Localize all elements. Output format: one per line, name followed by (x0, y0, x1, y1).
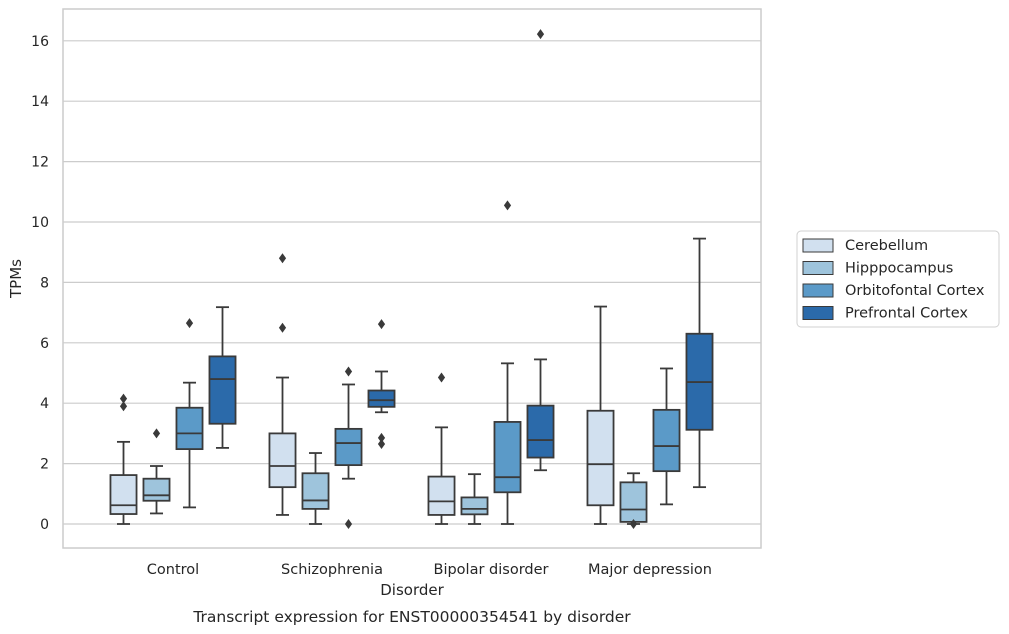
iqr-box (208, 355, 237, 425)
box-hipppocampus-0 (142, 428, 171, 515)
outlier-point (629, 519, 638, 529)
grid-lines (63, 40, 761, 525)
iqr-box (652, 408, 681, 473)
legend: Cerebellum Hipppocampus Orbitofontal Corte… (796, 230, 1000, 328)
y-tick-labels: 0 2 4 6 8 10 12 14 16 (31, 34, 49, 533)
outlier-point (185, 318, 194, 329)
iqr-box (619, 481, 648, 523)
box-prefrontal-cortex-2 (526, 29, 555, 472)
legend-frame (796, 230, 1000, 328)
iqr-box (268, 432, 297, 489)
box-hipppocampus-3 (619, 472, 648, 529)
y-tick-label: 8 (40, 275, 49, 291)
box-prefrontal-cortex-0 (208, 306, 237, 449)
legend-swatch (802, 238, 834, 253)
iqr-box (586, 409, 615, 507)
y-tick-label: 16 (31, 34, 49, 50)
iqr-box (109, 474, 138, 515)
outlier-point (377, 319, 386, 330)
outlier-point (437, 372, 446, 383)
iqr-box (334, 427, 363, 467)
box-orbitofontal-cortex-0 (175, 318, 204, 509)
iqr-box (526, 404, 555, 459)
legend-swatch (802, 261, 834, 275)
legend-label: Orbitofontal Cortex (845, 283, 985, 299)
box-hipppocampus-2 (460, 473, 489, 525)
x-tick-label: Major depression (588, 562, 712, 578)
y-tick-label: 2 (40, 457, 49, 473)
box-orbitofontal-cortex-1 (334, 366, 363, 529)
chart-title: Transcript expression for ENST0000035454… (192, 608, 631, 626)
outlier-point (503, 200, 512, 211)
box-cerebellum-2 (427, 372, 456, 525)
iqr-box (175, 406, 204, 451)
outlier-point (377, 438, 386, 449)
outlier-point (152, 428, 161, 439)
box-cerebellum-3 (586, 305, 615, 525)
outlier-point (377, 432, 386, 443)
box-cerebellum-1 (268, 253, 297, 516)
box-layer (109, 29, 714, 529)
y-tick-label: 4 (40, 396, 49, 412)
x-tick-label: Control (147, 562, 199, 578)
box-orbitofontal-cortex-2 (493, 200, 522, 525)
legend-label: Prefrontal Cortex (845, 306, 968, 322)
outlier-point (278, 253, 287, 264)
plot-frame (62, 8, 762, 549)
x-tick-label: Bipolar disorder (434, 562, 549, 578)
outlier-point (278, 322, 287, 333)
outlier-point (344, 519, 353, 529)
iqr-box (427, 475, 456, 516)
iqr-box (142, 477, 171, 502)
outlier-point (119, 393, 128, 404)
outlier-point (536, 29, 545, 40)
outlier-point (119, 401, 128, 412)
legend-swatch (802, 306, 834, 320)
iqr-box (367, 389, 396, 408)
box-prefrontal-cortex-1 (367, 319, 396, 449)
y-tick-label: 10 (31, 215, 49, 231)
box-cerebellum-0 (109, 393, 138, 525)
y-tick-label: 6 (40, 336, 49, 352)
iqr-box (460, 496, 489, 516)
box-orbitofontal-cortex-3 (652, 367, 681, 506)
x-tick-label: Schizophrenia (281, 562, 383, 578)
iqr-box (301, 472, 330, 510)
outlier-point (344, 366, 353, 377)
iqr-box (493, 421, 522, 494)
box-prefrontal-cortex-3 (685, 237, 714, 489)
legend-label: Cerebellum (845, 238, 928, 254)
legend-label: Hipppocampus (845, 261, 953, 277)
y-tick-label: 0 (40, 517, 49, 533)
y-tick-label: 12 (31, 155, 49, 171)
x-axis-label: Disorder (380, 581, 444, 599)
y-tick-label: 14 (31, 94, 49, 110)
box-hipppocampus-1 (301, 452, 330, 525)
legend-swatch (802, 283, 834, 298)
x-tick-labels: Control Schizophrenia Bipolar disorder Majo… (147, 562, 712, 578)
y-axis-label: TPMs (7, 259, 25, 299)
